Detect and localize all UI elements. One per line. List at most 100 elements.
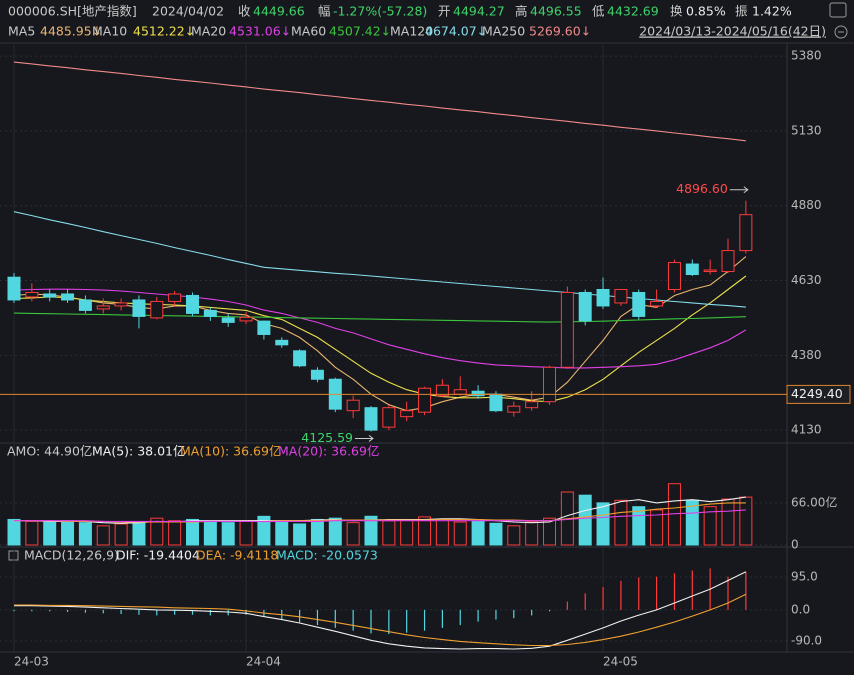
candle-body xyxy=(293,350,307,367)
legend: MACD: -20.0573 xyxy=(276,548,378,563)
field-label: 收 xyxy=(238,4,251,19)
legend-name: MA5 xyxy=(8,24,35,39)
volume-bar xyxy=(293,523,307,546)
volume-bar xyxy=(578,494,592,546)
candle-body xyxy=(560,291,574,368)
candle-body xyxy=(453,389,467,395)
volume-bar xyxy=(328,517,342,546)
field-value: 4496.55 xyxy=(530,4,582,19)
date-range[interactable]: 2024/03/13-2024/05/16(42日) xyxy=(639,24,826,39)
extreme-arrow xyxy=(355,435,374,442)
volume-bar xyxy=(132,522,146,546)
y-tick-label: -90.0 xyxy=(791,634,822,648)
legend: DEA: -9.4118 xyxy=(196,548,278,563)
candle-body xyxy=(275,339,289,346)
volume-bar xyxy=(471,520,485,546)
volume-bar xyxy=(596,502,610,546)
volume-bar xyxy=(721,498,735,546)
legend-name: MA10 xyxy=(92,24,127,39)
candle-body xyxy=(703,269,717,273)
legend-name: MA120 xyxy=(390,24,433,39)
field-label: 幅 xyxy=(318,4,331,19)
candle-body xyxy=(168,293,182,302)
volume-bar xyxy=(703,506,717,546)
legend-value: 5269.60↓ xyxy=(529,24,591,39)
window-icon[interactable] xyxy=(829,2,847,18)
candle-body xyxy=(667,262,681,290)
field-value: 4449.66 xyxy=(253,4,305,19)
ma-line xyxy=(13,61,746,142)
volume-bar xyxy=(78,522,92,546)
panel-title: MACD(12,26,9) xyxy=(24,548,119,563)
candle-body xyxy=(25,291,39,298)
candle-body xyxy=(310,369,324,380)
price-box xyxy=(786,384,851,404)
volume-bar xyxy=(114,523,128,546)
legend: MA(5): 38.01亿 xyxy=(92,444,186,459)
candle-body xyxy=(632,291,646,317)
candle-body xyxy=(346,399,360,412)
symbol: 000006.SH[地产指数] xyxy=(8,4,137,19)
legend-value: 4674.07↓ xyxy=(425,24,487,39)
candle-body xyxy=(364,407,378,431)
candle-body xyxy=(614,288,628,304)
volume-bar xyxy=(346,522,360,546)
legend-value: 4531.06↓ xyxy=(229,24,291,39)
candle-body xyxy=(507,405,521,413)
candle-body xyxy=(7,276,21,301)
candle-body xyxy=(650,300,664,307)
field-value: 0.85% xyxy=(686,4,726,19)
volume-bar xyxy=(543,517,556,546)
field-label: 振 xyxy=(735,4,748,19)
candle-body xyxy=(489,393,503,412)
date: 2024/04/02 xyxy=(152,4,224,19)
settings-icon[interactable] xyxy=(834,25,848,39)
x-tick-label: 24-03 xyxy=(14,655,49,669)
x-tick-label: 24-05 xyxy=(603,655,638,669)
field-label: 换 xyxy=(670,4,683,19)
volume-bar xyxy=(186,518,199,546)
extreme-arrow xyxy=(729,186,749,194)
candle-body xyxy=(186,294,199,314)
volume-bar xyxy=(453,521,467,546)
candle-body xyxy=(257,320,271,335)
panel-title: AMO: 44.90亿 xyxy=(7,444,92,459)
volume-bar xyxy=(364,515,378,546)
candle-body xyxy=(578,291,592,322)
ma-line xyxy=(14,502,746,523)
candle-body xyxy=(739,214,753,252)
field-label: 低 xyxy=(592,4,605,19)
candle-body xyxy=(96,305,110,310)
volume-bar xyxy=(507,525,521,546)
field-label: 高 xyxy=(515,4,528,19)
legend: MA(20): 36.69亿 xyxy=(278,444,379,459)
candle-body xyxy=(132,299,146,317)
candle-body xyxy=(525,401,539,409)
y-tick-label: 5130 xyxy=(791,123,822,137)
y-tick-label: 4630 xyxy=(791,273,822,287)
volume-bar xyxy=(275,520,289,546)
volume-bar xyxy=(43,521,57,546)
field-value: 1.42% xyxy=(752,4,792,19)
x-tick-label: 24-04 xyxy=(246,655,281,669)
volume-bar xyxy=(400,518,414,546)
candle-body xyxy=(239,316,253,322)
volume-bar xyxy=(310,518,324,546)
legend: MA(10): 36.69亿 xyxy=(180,444,281,459)
volume-bar xyxy=(739,496,753,546)
candle-body xyxy=(596,288,610,307)
ma-line xyxy=(14,571,747,650)
candle-body xyxy=(43,293,57,298)
ma-line xyxy=(13,288,747,369)
candle-body xyxy=(78,299,92,311)
volume-bar xyxy=(150,517,164,546)
y-tick-label: 0.0 xyxy=(791,602,810,616)
volume-bar xyxy=(203,521,217,546)
legend-name: MA60 xyxy=(291,24,326,39)
volume-bar xyxy=(650,509,664,546)
y-tick-label: 5380 xyxy=(791,49,822,63)
candle-body xyxy=(114,302,128,307)
field-label: 开 xyxy=(438,4,451,19)
